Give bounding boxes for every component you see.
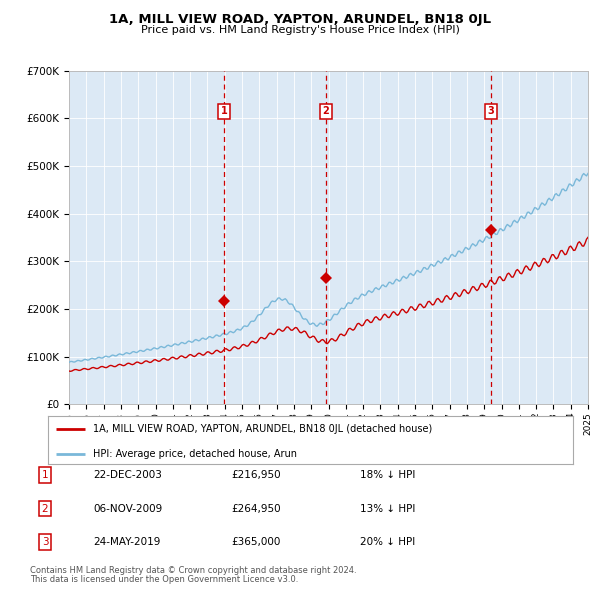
Text: 13% ↓ HPI: 13% ↓ HPI [360,504,415,513]
Text: Contains HM Land Registry data © Crown copyright and database right 2024.: Contains HM Land Registry data © Crown c… [30,566,356,575]
Text: 3: 3 [487,106,494,116]
Text: 20% ↓ HPI: 20% ↓ HPI [360,537,415,547]
Text: Price paid vs. HM Land Registry's House Price Index (HPI): Price paid vs. HM Land Registry's House … [140,25,460,35]
Text: £264,950: £264,950 [231,504,281,513]
Text: HPI: Average price, detached house, Arun: HPI: Average price, detached house, Arun [92,448,296,458]
Text: 2: 2 [41,504,49,513]
Text: 1: 1 [221,106,227,116]
Text: 1A, MILL VIEW ROAD, YAPTON, ARUNDEL, BN18 0JL: 1A, MILL VIEW ROAD, YAPTON, ARUNDEL, BN1… [109,13,491,26]
Text: This data is licensed under the Open Government Licence v3.0.: This data is licensed under the Open Gov… [30,575,298,584]
Text: 22-DEC-2003: 22-DEC-2003 [93,470,162,480]
Text: 2: 2 [323,106,329,116]
Text: 24-MAY-2019: 24-MAY-2019 [93,537,160,547]
Text: £365,000: £365,000 [231,537,280,547]
Text: 3: 3 [41,537,49,547]
Text: 06-NOV-2009: 06-NOV-2009 [93,504,162,513]
Text: 1A, MILL VIEW ROAD, YAPTON, ARUNDEL, BN18 0JL (detached house): 1A, MILL VIEW ROAD, YAPTON, ARUNDEL, BN1… [92,424,432,434]
Text: 18% ↓ HPI: 18% ↓ HPI [360,470,415,480]
Text: £216,950: £216,950 [231,470,281,480]
Text: 1: 1 [41,470,49,480]
